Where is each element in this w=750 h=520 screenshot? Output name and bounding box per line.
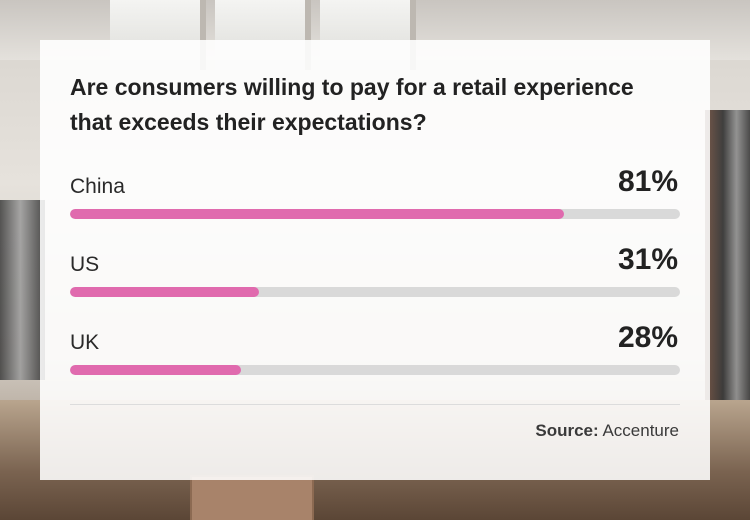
bar-track bbox=[70, 209, 680, 219]
bar-row-china: China 81% bbox=[70, 165, 680, 242]
bar-value-label: 81% bbox=[617, 165, 678, 198]
bar-track bbox=[70, 287, 680, 297]
source-credit: Source: Accenture bbox=[535, 419, 679, 443]
background-clothing-rack-left bbox=[0, 200, 45, 380]
source-label: Source: bbox=[535, 421, 599, 440]
bar-value-label: 28% bbox=[617, 321, 678, 354]
bar-value-label: 31% bbox=[617, 243, 678, 276]
bar-fill bbox=[70, 287, 260, 297]
bar-row-us: US 31% bbox=[70, 243, 680, 320]
bar-track bbox=[70, 365, 680, 375]
source-value: Accenture bbox=[602, 421, 679, 440]
chart-title: Are consumers willing to pay for a retai… bbox=[70, 74, 634, 135]
bar-category-label: UK bbox=[70, 331, 100, 354]
divider-line bbox=[70, 404, 680, 405]
bar-fill bbox=[70, 365, 241, 375]
survey-card: Are consumers willing to pay for a retai… bbox=[40, 40, 710, 480]
bar-category-label: China bbox=[70, 175, 125, 198]
bar-row-uk: UK 28% bbox=[70, 321, 680, 398]
bar-fill bbox=[70, 209, 565, 219]
bar-category-label: US bbox=[70, 253, 100, 276]
background-clothing-rack-right bbox=[705, 110, 750, 410]
background-drawer bbox=[190, 475, 314, 520]
